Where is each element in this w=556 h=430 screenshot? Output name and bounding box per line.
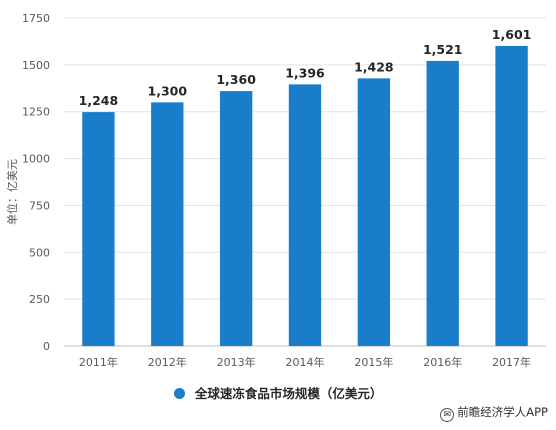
data-label: 1,601 <box>492 27 532 42</box>
bar <box>357 78 391 347</box>
bars <box>82 45 528 347</box>
x-tick-label: 2012年 <box>148 355 187 369</box>
y-tick-label: 750 <box>29 199 50 212</box>
bar <box>82 112 115 346</box>
x-tick-label: 2013年 <box>217 355 256 369</box>
data-label: 1,360 <box>216 72 256 87</box>
data-label: 1,248 <box>79 93 119 108</box>
x-tick-label: 2014年 <box>286 355 325 369</box>
x-tick-label: 2011年 <box>79 355 118 369</box>
y-tick-label: 0 <box>43 340 50 353</box>
data-labels: 1,248 1,300 1,360 1,396 1,428 1,521 1,601 <box>79 27 532 108</box>
x-tick-labels: 2011年 2012年 2013年 2014年 2015年 2016年 2017年 <box>79 355 531 369</box>
data-label: 1,521 <box>423 42 463 57</box>
y-tick-label: 250 <box>29 293 50 306</box>
x-tick-label: 2015年 <box>354 355 393 369</box>
bar <box>426 60 459 346</box>
source-credit: ✉ 前瞻经济学人APP <box>440 404 548 422</box>
data-label: 1,396 <box>285 65 325 80</box>
bar <box>219 91 253 347</box>
y-tick-label: 1250 <box>22 106 50 119</box>
data-label: 1,428 <box>354 59 394 74</box>
y-tick-label: 500 <box>29 246 50 259</box>
data-label: 1,300 <box>148 83 188 98</box>
bar <box>288 84 322 346</box>
x-tick-label: 2017年 <box>492 355 531 369</box>
y-tick-label: 1750 <box>22 12 50 25</box>
bar <box>495 45 528 347</box>
legend-marker <box>173 388 185 399</box>
legend-label: 全球速冻食品市场规模（亿美元） <box>194 386 383 401</box>
wechat-icon: ✉ <box>440 408 455 422</box>
legend: 全球速冻食品市场规模（亿美元） <box>0 383 556 402</box>
y-axis-label: 单位：亿美元 <box>5 159 19 225</box>
y-tick-label: 1000 <box>22 153 50 166</box>
source-text: 前瞻经济学人APP <box>457 405 548 419</box>
y-tick-label: 1500 <box>22 59 50 72</box>
y-tick-labels: 0 250 500 750 1000 1250 1500 1750 <box>22 12 50 353</box>
bar <box>151 102 184 346</box>
x-tick-label: 2016年 <box>423 355 462 369</box>
